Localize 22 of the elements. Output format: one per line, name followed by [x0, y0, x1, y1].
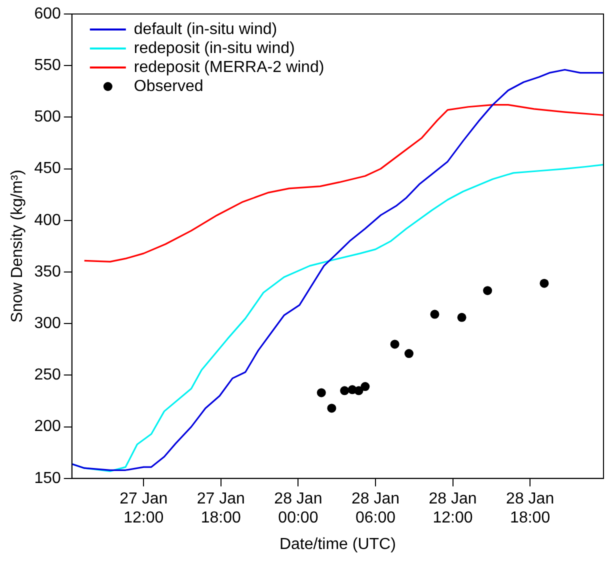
y-tick-label: 550 — [34, 57, 61, 74]
y-tick-label: 150 — [34, 470, 61, 487]
legend-label: redeposit (MERRA-2 wind) — [134, 58, 324, 76]
legend-label: default (in-situ wind) — [134, 20, 278, 38]
x-tick-label: 28 Jan 12:00 — [428, 490, 477, 527]
y-tick-label: 600 — [34, 5, 61, 22]
y-tick-label: 250 — [34, 366, 61, 384]
x-tick-label: 27 Jan 12:00 — [120, 490, 168, 527]
x-tick-label: 27 Jan 18:00 — [196, 490, 245, 527]
y-tick-label: 400 — [34, 212, 61, 229]
y-tick-label: 350 — [34, 263, 61, 280]
y-tick-label: 450 — [34, 160, 61, 178]
x-axis-title: Date/time (UTC) — [279, 536, 396, 553]
x-tick-label: 28 Jan 18:00 — [506, 490, 554, 527]
y-axis-title: Snow Density (kg/m³) — [9, 170, 26, 323]
y-tick-label: 200 — [34, 418, 61, 436]
legend-label: redeposit (in-situ wind) — [134, 40, 295, 57]
y-tick-label: 500 — [34, 108, 61, 126]
legend-label: Observed — [134, 78, 204, 95]
y-tick-label: 300 — [34, 315, 61, 332]
x-tick-label: 28 Jan 00:00 — [274, 490, 322, 527]
x-tick-label: 28 Jan 06:00 — [351, 490, 400, 527]
